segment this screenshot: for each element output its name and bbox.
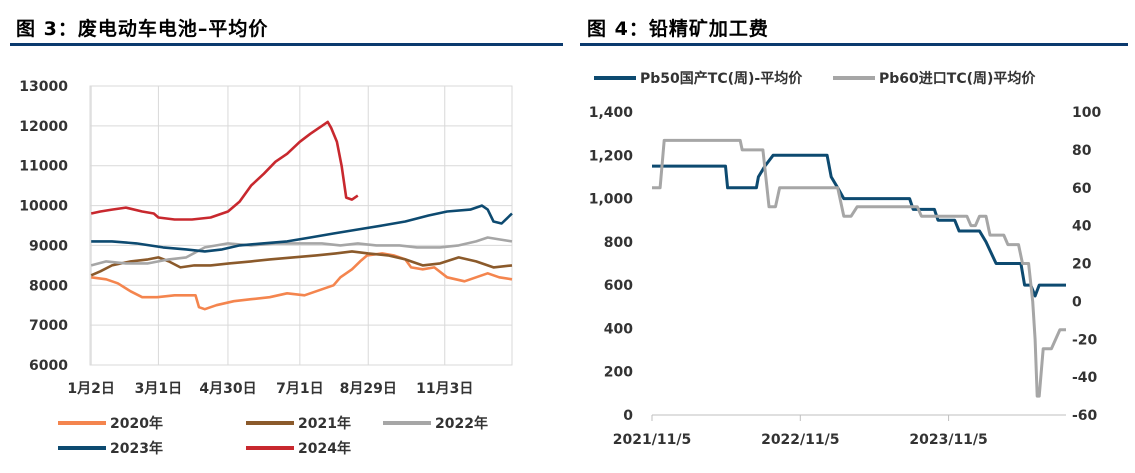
y-tick-label: 7000 (29, 318, 68, 334)
y-tick-label: 10000 (19, 199, 68, 215)
y2-tick-label: 20 (1072, 257, 1092, 273)
y-tick-label: 11000 (19, 159, 68, 175)
legend-label: Pb50国产TC(周)-平均价 (640, 70, 803, 87)
y-tick-label: 800 (604, 235, 633, 251)
series-line-2020年 (91, 252, 513, 311)
y2-tick-label: 60 (1072, 181, 1092, 197)
legend-label: 2024年 (298, 440, 351, 457)
left-title-rule (10, 43, 563, 46)
x-tick-label: 2021/11/5 (613, 432, 691, 448)
y-tick-label: 1,200 (589, 148, 634, 164)
y-tick-label: 12000 (19, 119, 68, 135)
x-tick-label: 7月1日 (276, 381, 323, 397)
y-tick-label: 6000 (29, 358, 68, 374)
y-tick-label: 13000 (19, 79, 68, 95)
x-tick-label: 1月2日 (67, 381, 114, 397)
x-tick-label: 3月1日 (135, 381, 182, 397)
x-tick-label: 2022/11/5 (761, 432, 839, 448)
series-line-Pb60进口TC(周)平均价 (652, 138, 1066, 398)
y2-tick-label: -60 (1072, 408, 1098, 424)
y-tick-label: 9000 (29, 238, 68, 254)
y2-tick-label: -20 (1072, 332, 1098, 348)
y-tick-label: 1,400 (589, 105, 634, 121)
y2-tick-label: 40 (1072, 219, 1092, 235)
legend-label: 2023年 (110, 440, 163, 457)
series-line-2024年 (90, 120, 359, 221)
y2-tick-label: 80 (1072, 143, 1092, 159)
legend-label: 2021年 (298, 415, 351, 432)
y2-tick-label: 0 (1072, 294, 1082, 310)
series-line-2023年 (91, 204, 513, 253)
series-line-2021年 (90, 250, 513, 277)
y-tick-label: 200 (604, 365, 633, 381)
legend-label: 2020年 (110, 415, 163, 432)
left-chart-title: 图 3：废电动车电池–平均价 (16, 18, 269, 40)
series-line-2022年 (90, 236, 513, 267)
legend-label: 2022年 (435, 415, 488, 432)
x-tick-label: 4月30日 (199, 381, 256, 397)
y-tick-label: 1,000 (589, 192, 634, 208)
right-chart-title: 图 4：铅精矿加工费 (587, 18, 769, 40)
y-tick-label: 8000 (29, 278, 68, 294)
y-tick-label: 0 (623, 408, 633, 424)
series-line-Pb50国产TC(周)-平均价 (652, 153, 1066, 298)
y-tick-label: 600 (604, 278, 633, 294)
legend-label: Pb60进口TC(周)平均价 (879, 70, 1036, 87)
right-title-rule (580, 43, 1128, 46)
x-tick-label: 8月29日 (340, 381, 397, 397)
y2-tick-label: -40 (1072, 370, 1098, 386)
y-tick-label: 400 (604, 321, 633, 337)
x-tick-label: 2023/11/5 (909, 432, 987, 448)
x-tick-label: 11月3日 (416, 381, 473, 397)
y2-tick-label: 100 (1072, 105, 1101, 121)
